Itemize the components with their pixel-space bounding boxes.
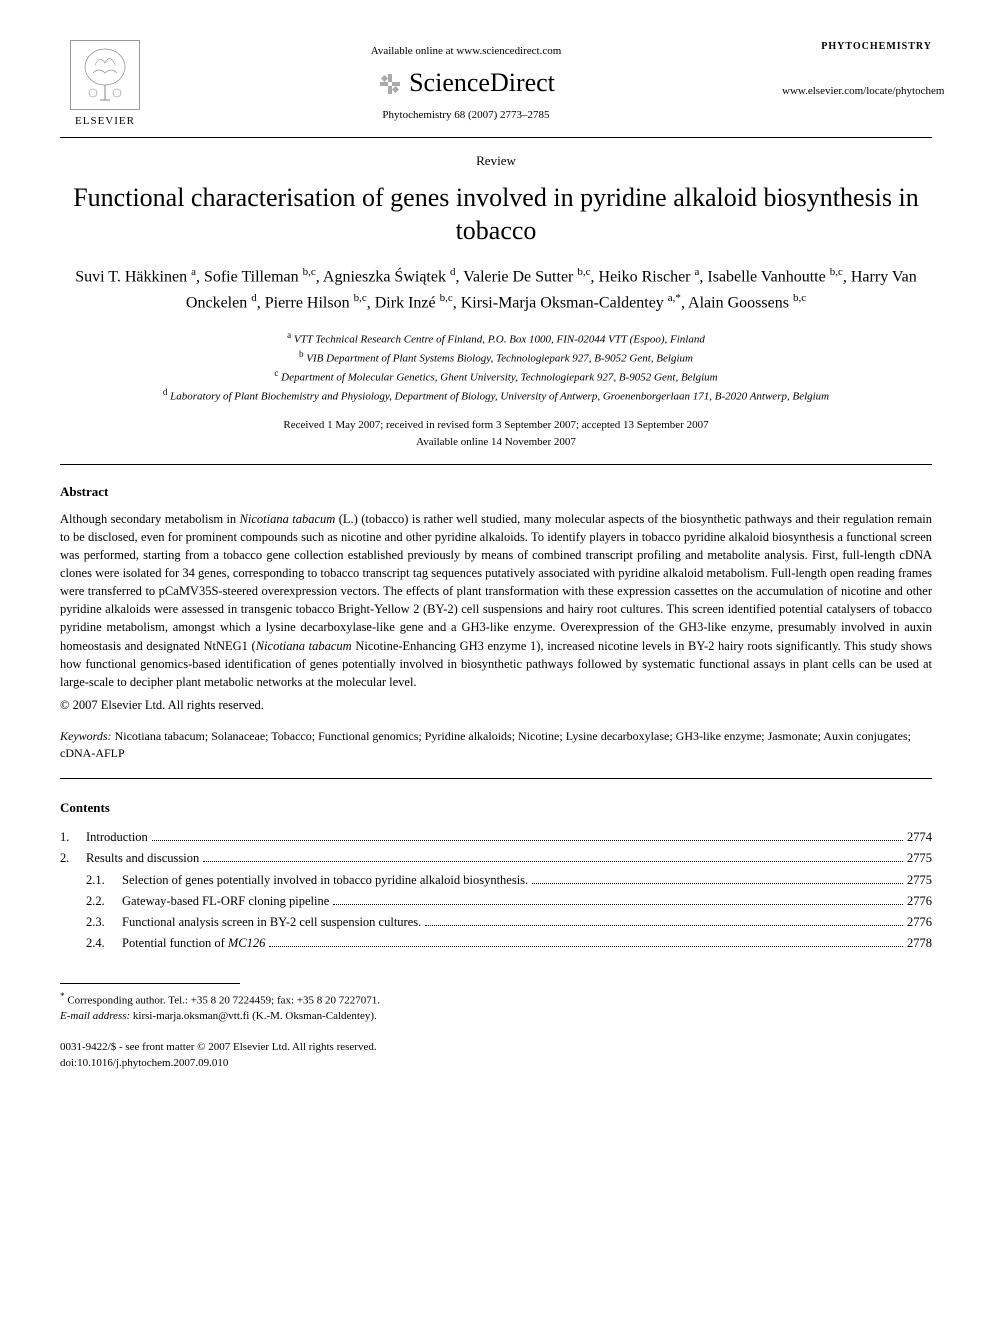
sciencedirect-text: ScienceDirect [409, 65, 555, 101]
toc-label: Gateway-based FL-ORF cloning pipeline [122, 891, 329, 912]
toc-leader-dots [152, 840, 903, 841]
affiliations: a VTT Technical Research Centre of Finla… [60, 329, 932, 406]
toc-entry[interactable]: 1.Introduction 2774 [60, 827, 932, 848]
toc-entry[interactable]: 2.1.Selection of genes potentially invol… [60, 870, 932, 891]
toc-leader-dots [425, 925, 903, 926]
elsevier-name: ELSEVIER [75, 114, 135, 129]
affiliation: a VTT Technical Research Centre of Finla… [60, 329, 932, 348]
affiliation: d Laboratory of Plant Biochemistry and P… [60, 386, 932, 405]
abstract-heading: Abstract [60, 483, 932, 501]
affiliation: b VIB Department of Plant Systems Biolog… [60, 348, 932, 367]
center-header: Available online at www.sciencedirect.co… [150, 40, 782, 127]
article-type: Review [60, 152, 932, 170]
email-label: E-mail address: [60, 1010, 130, 1022]
received-date: Received 1 May 2007; received in revised… [60, 417, 932, 434]
toc-entry[interactable]: 2.3.Functional analysis screen in BY-2 c… [60, 912, 932, 933]
toc-number: 2. [60, 848, 86, 869]
page-footer: 0031-9422/$ - see front matter © 2007 El… [60, 1040, 932, 1071]
toc-leader-dots [532, 883, 903, 884]
email-line: E-mail address: kirsi-marja.oksman@vtt.f… [60, 1009, 932, 1024]
toc-entry[interactable]: 2.Results and discussion 2775 [60, 848, 932, 869]
toc-leader-dots [269, 946, 903, 947]
corresponding-author: * Corresponding author. Tel.: +35 8 20 7… [60, 990, 932, 1009]
rule-below-keywords [60, 778, 932, 779]
keywords-label: Keywords: [60, 729, 112, 743]
toc-number: 2.3. [86, 912, 122, 933]
corresponding-text: Corresponding author. Tel.: +35 8 20 722… [67, 994, 380, 1006]
toc-page: 2778 [907, 933, 932, 954]
toc-label: Potential function of MC126 [122, 933, 265, 954]
footnotes: * Corresponding author. Tel.: +35 8 20 7… [60, 990, 932, 1024]
sciencedirect-logo: ScienceDirect [377, 65, 555, 101]
toc-label: Functional analysis screen in BY-2 cell … [122, 912, 421, 933]
toc-number: 2.2. [86, 891, 122, 912]
sciencedirect-icon [377, 71, 403, 97]
toc-label: Results and discussion [86, 848, 199, 869]
article-dates: Received 1 May 2007; received in revised… [60, 417, 932, 450]
toc-number: 2.1. [86, 870, 122, 891]
elsevier-tree-icon [70, 40, 140, 110]
keywords-text: Nicotiana tabacum; Solanaceae; Tobacco; … [60, 729, 911, 760]
available-online-text: Available online at www.sciencedirect.co… [150, 44, 782, 59]
toc-page: 2774 [907, 827, 932, 848]
keywords: Keywords: Nicotiana tabacum; Solanaceae;… [60, 728, 932, 762]
journal-name: PHYTOCHEMISTRY [782, 40, 932, 54]
toc-leader-dots [333, 904, 903, 905]
email-person: (K.-M. Oksman-Caldentey). [252, 1010, 377, 1022]
footnote-separator [60, 983, 240, 984]
toc-label: Introduction [86, 827, 148, 848]
article-title: Functional characterisation of genes inv… [60, 181, 932, 249]
author-list: Suvi T. Häkkinen a, Sofie Tilleman b,c, … [60, 264, 932, 315]
toc-label: Selection of genes potentially involved … [122, 870, 528, 891]
affiliation: c Department of Molecular Genetics, Ghen… [60, 367, 932, 386]
issn-line: 0031-9422/$ - see front matter © 2007 El… [60, 1040, 932, 1055]
toc-page: 2776 [907, 891, 932, 912]
elsevier-logo: ELSEVIER [60, 40, 150, 129]
email-link[interactable]: kirsi-marja.oksman@vtt.fi [133, 1010, 249, 1022]
toc-page: 2775 [907, 870, 932, 891]
page-header: ELSEVIER Available online at www.science… [60, 40, 932, 129]
locate-url: www.elsevier.com/locate/phytochem [782, 84, 932, 99]
contents-heading: Contents [60, 799, 932, 817]
header-rule [60, 137, 932, 138]
available-online-date: Available online 14 November 2007 [60, 434, 932, 451]
table-of-contents: 1.Introduction27742.Results and discussi… [60, 827, 932, 955]
abstract-body: Although secondary metabolism in Nicotia… [60, 510, 932, 691]
abstract-copyright: © 2007 Elsevier Ltd. All rights reserved… [60, 697, 932, 715]
toc-entry[interactable]: 2.2.Gateway-based FL-ORF cloning pipelin… [60, 891, 932, 912]
toc-page: 2776 [907, 912, 932, 933]
journal-cover-block: PHYTOCHEMISTRY www.elsevier.com/locate/p… [782, 40, 932, 99]
journal-reference: Phytochemistry 68 (2007) 2773–2785 [150, 108, 782, 123]
toc-page: 2775 [907, 848, 932, 869]
toc-number: 2.4. [86, 933, 122, 954]
toc-leader-dots [203, 861, 903, 862]
toc-number: 1. [60, 827, 86, 848]
rule-above-abstract [60, 464, 932, 465]
toc-entry[interactable]: 2.4.Potential function of MC126 2778 [60, 933, 932, 954]
doi-line: doi:10.1016/j.phytochem.2007.09.010 [60, 1056, 932, 1071]
